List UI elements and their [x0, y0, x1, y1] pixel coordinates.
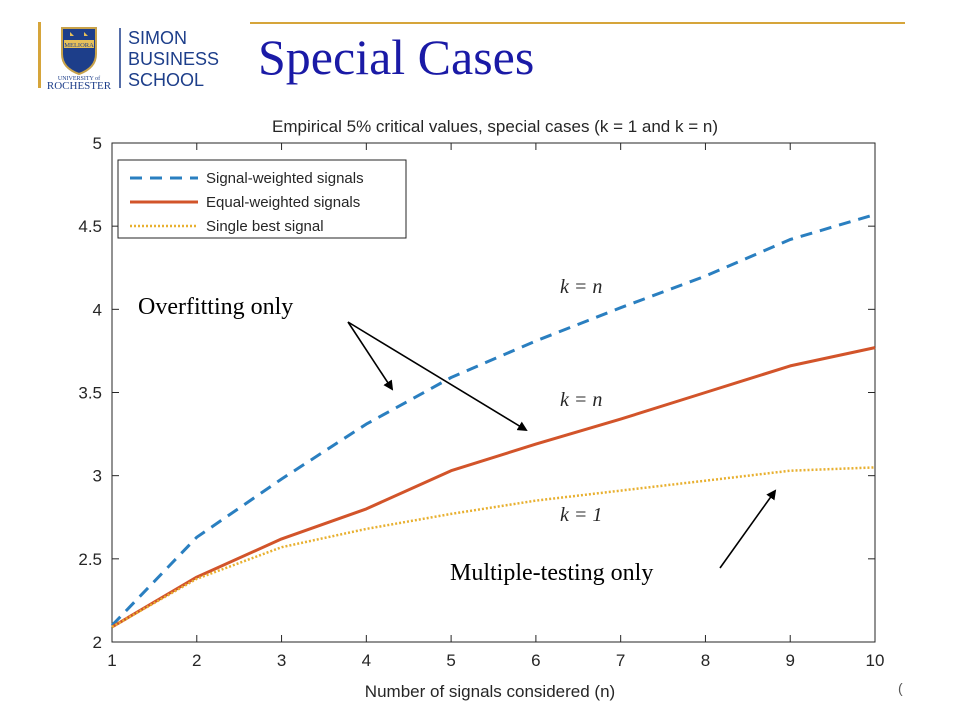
legend-label-1: Equal-weighted signals	[206, 194, 360, 211]
logo-line-school: SCHOOL	[128, 70, 204, 90]
multiple-testing-arrow	[719, 489, 777, 569]
legend-label-2: Single best signal	[206, 218, 324, 235]
university-seal-icon: MELIORA	[61, 27, 97, 76]
slide-title: Special Cases	[258, 29, 535, 85]
x-tick-label: 6	[531, 651, 540, 670]
x-tick-label: 3	[277, 651, 286, 670]
series-line-2	[111, 466, 876, 629]
x-tick-label: 2	[192, 651, 201, 670]
header-accent-bar	[38, 22, 41, 88]
chart-legend: Signal-weighted signals Equal-weighted si…	[117, 159, 407, 239]
seal-text: MELIORA	[64, 42, 94, 49]
y-tick-label: 4	[93, 300, 102, 319]
chart-title: Empirical 5% critical values, special ca…	[272, 117, 718, 136]
y-tick-label: 3.5	[78, 384, 102, 403]
overfitting-arrow-orange	[347, 321, 528, 432]
y-tick-label: 5	[93, 134, 102, 153]
x-tick-label: 4	[362, 651, 371, 670]
logo-line-simon: SIMON	[128, 28, 187, 48]
y-tick-label: 2.5	[78, 550, 102, 569]
logo-rochester: ROCHESTER	[47, 80, 112, 90]
page-number: (	[898, 680, 903, 696]
x-tick-label: 1	[107, 651, 116, 670]
logo-line-business: BUSINESS	[128, 49, 219, 69]
annotation-k-equals-n-mid: k = n	[560, 389, 602, 411]
y-tick-label: 3	[93, 467, 102, 486]
slide-header: MELIORA UNIVERSITY of ROCHESTER SIMON BU…	[0, 0, 960, 100]
seal-banner	[64, 40, 94, 48]
critical-values-chart: Empirical 5% critical values, special ca…	[78, 117, 884, 701]
y-tick-label: 2	[93, 633, 102, 652]
series-line-1	[111, 346, 876, 629]
x-tick-label: 7	[616, 651, 625, 670]
simon-school-logo: MELIORA UNIVERSITY of ROCHESTER SIMON BU…	[47, 27, 219, 90]
x-tick-label: 9	[785, 651, 794, 670]
series-line-0	[110, 213, 876, 627]
callout-multiple-testing-only: Multiple-testing only	[450, 560, 653, 586]
x-tick-label: 5	[446, 651, 455, 670]
overfitting-arrow-blue	[347, 321, 394, 391]
annotation-k-equals-n-top: k = n	[560, 276, 602, 298]
callout-overfitting-only: Overfitting only	[138, 294, 293, 320]
chart-series	[110, 213, 876, 629]
x-axis-label: Number of signals considered (n)	[365, 682, 615, 701]
header-rule	[250, 22, 905, 24]
logo-university-of: UNIVERSITY of	[58, 75, 100, 82]
annotation-k-equals-1: k = 1	[560, 504, 602, 526]
y-tick-label: 4.5	[78, 217, 102, 236]
x-tick-label: 8	[701, 651, 710, 670]
x-tick-label: 10	[866, 651, 885, 670]
legend-label-0: Signal-weighted signals	[206, 170, 364, 187]
